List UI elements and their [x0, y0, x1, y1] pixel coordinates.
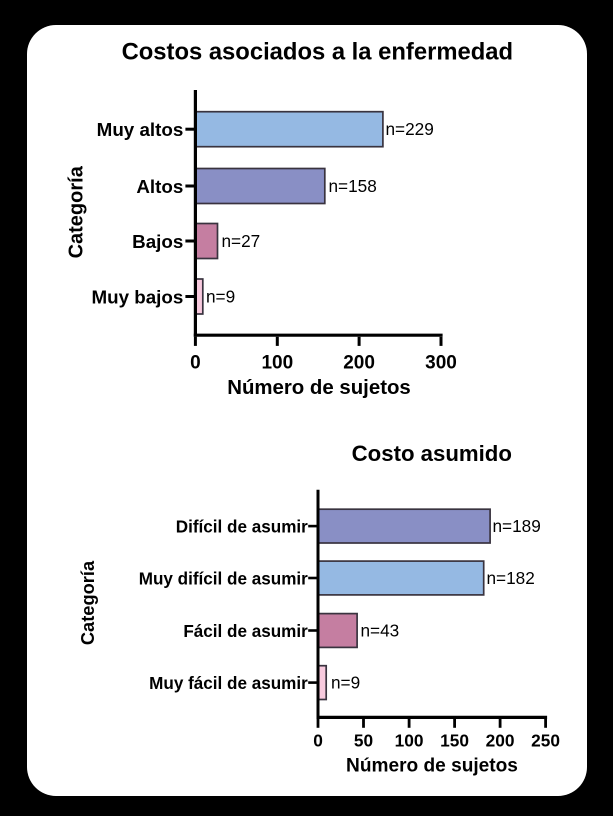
svg-text:n=27: n=27 [222, 231, 261, 251]
svg-text:Muy difícil de asumir: Muy difícil de asumir [139, 569, 308, 588]
svg-text:Muy altos: Muy altos [97, 119, 184, 140]
svg-text:300: 300 [425, 352, 457, 373]
svg-text:250: 250 [531, 731, 560, 751]
svg-text:0: 0 [190, 352, 201, 373]
svg-text:100: 100 [395, 731, 424, 751]
svg-text:Número de sujetos: Número de sujetos [227, 377, 411, 399]
svg-text:n=9: n=9 [331, 673, 360, 693]
svg-text:200: 200 [343, 352, 375, 373]
svg-text:n=182: n=182 [487, 568, 535, 588]
svg-text:Difícil de asumir: Difícil de asumir [176, 517, 308, 536]
svg-text:Muy fácil de asumir: Muy fácil de asumir [149, 674, 308, 693]
svg-text:0: 0 [313, 731, 323, 751]
svg-text:100: 100 [261, 352, 293, 373]
svg-text:Muy bajos: Muy bajos [91, 287, 183, 308]
svg-text:Categoría: Categoría [66, 165, 88, 258]
svg-text:Categoría: Categoría [77, 560, 98, 645]
svg-text:Bajos: Bajos [132, 231, 183, 252]
svg-text:Costos asociados a la enfermed: Costos asociados a la enfermedad [122, 39, 513, 66]
svg-text:200: 200 [486, 731, 515, 751]
svg-text:Fácil de asumir: Fácil de asumir [183, 622, 308, 641]
svg-text:n=9: n=9 [206, 286, 235, 306]
svg-text:Costo asumido: Costo asumido [352, 441, 512, 466]
svg-text:n=158: n=158 [329, 176, 377, 196]
svg-text:50: 50 [354, 731, 373, 751]
svg-text:Número de sujetos: Número de sujetos [346, 756, 518, 777]
svg-text:150: 150 [440, 731, 469, 751]
svg-text:n=189: n=189 [493, 516, 541, 536]
svg-text:Altos: Altos [136, 176, 183, 197]
svg-text:n=229: n=229 [386, 119, 434, 139]
svg-text:n=43: n=43 [361, 621, 400, 641]
